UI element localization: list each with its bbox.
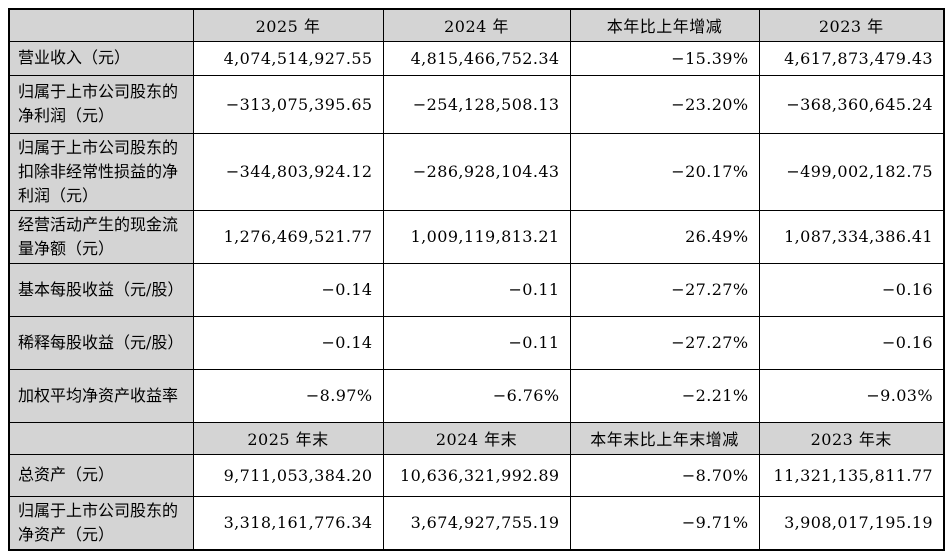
cell-basic-eps-2024: −0.11 bbox=[382, 262, 571, 317]
cell-basic-eps-change: −27.27% bbox=[569, 262, 760, 317]
col-header-yoy-change: 本年比上年增减 bbox=[569, 8, 760, 42]
cell-net-profit-2025: −313,075,395.65 bbox=[192, 74, 384, 134]
row-label-total-assets: 总资产（元） bbox=[8, 453, 194, 497]
row-total-assets: 总资产（元） 9,711,053,384.20 10,636,321,992.8… bbox=[8, 453, 945, 497]
cell-net-assets-2023: 3,908,017,195.19 bbox=[758, 495, 945, 550]
row-net-profit-excl-nonrecurring: 归属于上市公司股东的扣除非经常性损益的净利润（元） −344,803,924.1… bbox=[8, 132, 945, 211]
cell-net-profit-change: −23.20% bbox=[569, 74, 760, 134]
cell-revenue-change: −15.39% bbox=[569, 40, 760, 76]
cell-diluted-eps-2025: −0.14 bbox=[192, 315, 384, 370]
year-header-row: 2025 年 2024 年 本年比上年增减 2023 年 bbox=[8, 8, 945, 42]
row-basic-eps: 基本每股收益（元/股） −0.14 −0.11 −27.27% −0.16 bbox=[8, 262, 945, 317]
cell-diluted-eps-2023: −0.16 bbox=[758, 315, 945, 370]
col-header-2023: 2023 年 bbox=[758, 8, 945, 42]
cell-excl-nonrecurring-change: −20.17% bbox=[569, 132, 760, 211]
cell-basic-eps-2023: −0.16 bbox=[758, 262, 945, 317]
cell-cash-flow-2024: 1,009,119,813.21 bbox=[382, 209, 571, 264]
row-label-net-assets: 归属于上市公司股东的净资产（元） bbox=[8, 495, 194, 550]
cell-net-assets-change: −9.71% bbox=[569, 495, 760, 550]
cell-basic-eps-2025: −0.14 bbox=[192, 262, 384, 317]
cell-net-assets-2025: 3,318,161,776.34 bbox=[192, 495, 384, 550]
row-label-basic-eps: 基本每股收益（元/股） bbox=[8, 262, 194, 317]
financial-summary-table: 2025 年 2024 年 本年比上年增减 2023 年 营业收入（元） 4,0… bbox=[8, 8, 945, 551]
corner-cell-annual bbox=[8, 8, 194, 42]
row-label-revenue: 营业收入（元） bbox=[8, 40, 194, 76]
col-header-2024-year-end: 2024 年末 bbox=[382, 421, 571, 455]
cell-excl-nonrecurring-2025: −344,803,924.12 bbox=[192, 132, 384, 211]
row-weighted-avg-roe: 加权平均净资产收益率 −8.97% −6.76% −2.21% −9.03% bbox=[8, 368, 945, 423]
row-diluted-eps: 稀释每股收益（元/股） −0.14 −0.11 −27.27% −0.16 bbox=[8, 315, 945, 370]
row-label-operating-cash-flow: 经营活动产生的现金流量净额（元） bbox=[8, 209, 194, 264]
cell-total-assets-2025: 9,711,053,384.20 bbox=[192, 453, 384, 497]
cell-roe-2025: −8.97% bbox=[192, 368, 384, 423]
cell-cash-flow-change: 26.49% bbox=[569, 209, 760, 264]
col-header-2023-year-end: 2023 年末 bbox=[758, 421, 945, 455]
cell-revenue-2023: 4,617,873,479.43 bbox=[758, 40, 945, 76]
cell-diluted-eps-2024: −0.11 bbox=[382, 315, 571, 370]
cell-excl-nonrecurring-2024: −286,928,104.43 bbox=[382, 132, 571, 211]
cell-excl-nonrecurring-2023: −499,002,182.75 bbox=[758, 132, 945, 211]
col-header-2025-year-end: 2025 年末 bbox=[192, 421, 384, 455]
cell-net-assets-2024: 3,674,927,755.19 bbox=[382, 495, 571, 550]
cell-roe-change: −2.21% bbox=[569, 368, 760, 423]
cell-cash-flow-2023: 1,087,334,386.41 bbox=[758, 209, 945, 264]
col-header-2025: 2025 年 bbox=[192, 8, 384, 42]
cell-roe-2024: −6.76% bbox=[382, 368, 571, 423]
row-revenue: 营业收入（元） 4,074,514,927.55 4,815,466,752.3… bbox=[8, 40, 945, 76]
row-label-net-profit: 归属于上市公司股东的净利润（元） bbox=[8, 74, 194, 134]
row-operating-cash-flow: 经营活动产生的现金流量净额（元） 1,276,469,521.77 1,009,… bbox=[8, 209, 945, 264]
col-header-year-end-change: 本年末比上年末增减 bbox=[569, 421, 760, 455]
corner-cell-year-end bbox=[8, 421, 194, 455]
row-label-diluted-eps: 稀释每股收益（元/股） bbox=[8, 315, 194, 370]
row-net-assets: 归属于上市公司股东的净资产（元） 3,318,161,776.34 3,674,… bbox=[8, 495, 945, 550]
cell-revenue-2025: 4,074,514,927.55 bbox=[192, 40, 384, 76]
col-header-2024: 2024 年 bbox=[382, 8, 571, 42]
cell-revenue-2024: 4,815,466,752.34 bbox=[382, 40, 571, 76]
year-end-header-row: 2025 年末 2024 年末 本年末比上年末增减 2023 年末 bbox=[8, 421, 945, 455]
cell-total-assets-2023: 11,321,135,811.77 bbox=[758, 453, 945, 497]
row-label-net-profit-excl-nonrecurring: 归属于上市公司股东的扣除非经常性损益的净利润（元） bbox=[8, 132, 194, 211]
cell-diluted-eps-change: −27.27% bbox=[569, 315, 760, 370]
cell-net-profit-2024: −254,128,508.13 bbox=[382, 74, 571, 134]
row-net-profit: 归属于上市公司股东的净利润（元） −313,075,395.65 −254,12… bbox=[8, 74, 945, 134]
cell-total-assets-2024: 10,636,321,992.89 bbox=[382, 453, 571, 497]
cell-cash-flow-2025: 1,276,469,521.77 bbox=[192, 209, 384, 264]
cell-roe-2023: −9.03% bbox=[758, 368, 945, 423]
row-label-weighted-avg-roe: 加权平均净资产收益率 bbox=[8, 368, 194, 423]
cell-net-profit-2023: −368,360,645.24 bbox=[758, 74, 945, 134]
cell-total-assets-change: −8.70% bbox=[569, 453, 760, 497]
